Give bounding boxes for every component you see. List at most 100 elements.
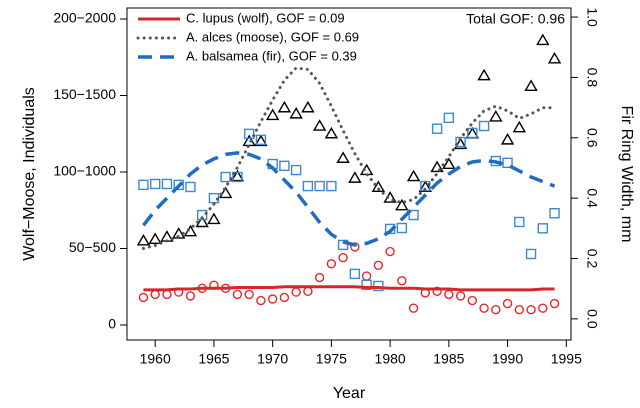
wolf-point bbox=[244, 289, 254, 300]
y-tick-label: 100−1000 bbox=[53, 163, 116, 179]
wolf-point bbox=[467, 295, 478, 306]
moose-point bbox=[547, 51, 562, 64]
wolf-point bbox=[538, 303, 548, 313]
fir-point bbox=[537, 223, 549, 234]
fir-point bbox=[196, 209, 208, 221]
fir-point bbox=[455, 136, 466, 148]
moose-point bbox=[418, 180, 433, 193]
wolf-point bbox=[514, 305, 525, 315]
moose-point bbox=[536, 33, 550, 46]
wolf-point bbox=[162, 289, 172, 300]
fir-point bbox=[314, 180, 325, 192]
moose-point bbox=[489, 110, 503, 122]
fir-point bbox=[443, 112, 455, 124]
wolf-point bbox=[491, 305, 501, 315]
fir-point bbox=[337, 239, 349, 251]
wolf-point bbox=[432, 286, 442, 297]
wolf-point bbox=[338, 252, 348, 263]
moose-point bbox=[336, 151, 350, 163]
x-tick-label: 1960 bbox=[140, 351, 171, 367]
model-line bbox=[141, 66, 557, 251]
y2-tick-label: 0.4 bbox=[584, 188, 600, 208]
fir-point bbox=[290, 164, 302, 176]
fir-point bbox=[302, 180, 314, 192]
wolf-point bbox=[314, 272, 325, 283]
fir-point bbox=[361, 279, 372, 290]
fir-point bbox=[161, 178, 173, 190]
legend-label: A. balsamea (fir), GOF = 0.39 bbox=[186, 48, 357, 63]
moose-point bbox=[230, 169, 245, 182]
fir-point bbox=[408, 209, 419, 221]
fir-point bbox=[185, 181, 196, 193]
wolf-point bbox=[408, 303, 419, 313]
moose-point bbox=[430, 160, 444, 173]
moose-point bbox=[265, 108, 280, 121]
y2-tick-label: 0.2 bbox=[584, 249, 600, 269]
fir-point bbox=[349, 268, 361, 280]
moose-point bbox=[301, 100, 315, 113]
fir-point bbox=[396, 222, 408, 234]
x-tick-label: 1965 bbox=[198, 351, 229, 367]
wolf-point bbox=[279, 292, 290, 303]
fir-point bbox=[514, 216, 525, 228]
y-tick-label: 200−2000 bbox=[53, 10, 116, 26]
model-line bbox=[143, 285, 555, 292]
moose-point bbox=[442, 157, 456, 170]
fir-point bbox=[220, 171, 231, 183]
plot-box bbox=[126, 7, 572, 341]
fir-point bbox=[243, 128, 255, 140]
moose-point bbox=[512, 120, 527, 133]
moose-point bbox=[395, 198, 409, 211]
wolf-point bbox=[397, 275, 407, 286]
fir-point bbox=[549, 208, 560, 219]
model-line bbox=[142, 151, 556, 247]
y-tick-label: 150−1500 bbox=[53, 86, 116, 102]
wolf-point bbox=[549, 298, 560, 309]
y2-tick-label: 0.6 bbox=[584, 128, 600, 148]
moose-point bbox=[289, 106, 303, 119]
fir-point bbox=[478, 120, 490, 132]
fir-point bbox=[373, 280, 384, 292]
wolf-point bbox=[373, 260, 384, 271]
x-tick-label: 1970 bbox=[257, 351, 288, 367]
fir-point bbox=[467, 127, 478, 139]
y-tick-label: 50−500 bbox=[69, 239, 116, 255]
moose-point bbox=[207, 212, 221, 225]
moose-point bbox=[195, 215, 209, 228]
wolf-point bbox=[326, 259, 337, 269]
x-tick-label: 1985 bbox=[433, 351, 464, 367]
moose-point bbox=[500, 132, 515, 145]
y-tick-label: 0 bbox=[108, 316, 116, 332]
y2-tick-label: 1.0 bbox=[584, 7, 600, 27]
y2-tick-label: 0.0 bbox=[584, 309, 600, 329]
wolf-point bbox=[267, 294, 278, 304]
fir-point bbox=[232, 171, 243, 183]
wolf-point bbox=[385, 246, 395, 257]
wolf-point bbox=[185, 291, 196, 301]
y2-tick-label: 0.8 bbox=[584, 68, 600, 88]
wolf-point bbox=[361, 271, 372, 281]
moose-point bbox=[171, 227, 186, 239]
fir-point bbox=[255, 134, 267, 146]
moose-point bbox=[406, 169, 421, 182]
fir-point bbox=[138, 179, 149, 191]
fir-point bbox=[502, 157, 513, 169]
y2-axis-title: Fir Ring Width, mm bbox=[618, 106, 635, 243]
moose-point bbox=[324, 126, 339, 139]
wolf-point bbox=[291, 287, 301, 297]
moose-point bbox=[218, 186, 233, 199]
x-axis-title: Year bbox=[333, 385, 366, 402]
moose-point bbox=[254, 134, 268, 147]
fir-point bbox=[431, 123, 443, 134]
fir-point bbox=[149, 178, 161, 190]
wolf-point bbox=[150, 289, 160, 300]
annotation: Total GOF: 0.96 bbox=[466, 11, 565, 27]
moose-point bbox=[312, 119, 327, 131]
moose-point bbox=[183, 224, 198, 237]
wolf-point bbox=[350, 242, 360, 252]
legend-label: A. alces (moose), GOF = 0.69 bbox=[186, 29, 359, 44]
wolf-point bbox=[303, 286, 313, 297]
x-tick-label: 1975 bbox=[316, 351, 347, 367]
wolf-point bbox=[526, 305, 536, 315]
